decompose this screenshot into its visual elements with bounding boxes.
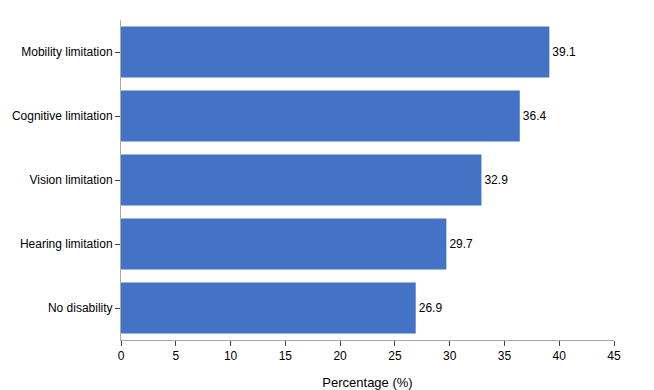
svg-text:0: 0 — [118, 349, 125, 363]
svg-text:Mobility limitation: Mobility limitation — [21, 45, 112, 59]
svg-text:15: 15 — [279, 349, 293, 363]
svg-text:40: 40 — [553, 349, 567, 363]
svg-text:Percentage (%): Percentage (%) — [322, 375, 412, 390]
svg-text:Cognitive limitation: Cognitive limitation — [12, 109, 113, 123]
svg-text:Hearing limitation: Hearing limitation — [20, 237, 113, 251]
svg-text:32.9: 32.9 — [484, 173, 508, 187]
svg-text:45: 45 — [607, 349, 621, 363]
svg-text:30: 30 — [443, 349, 457, 363]
svg-text:29.7: 29.7 — [449, 237, 473, 251]
svg-text:35: 35 — [498, 349, 512, 363]
svg-text:10: 10 — [224, 349, 238, 363]
svg-text:26.9: 26.9 — [419, 301, 443, 315]
svg-text:36.4: 36.4 — [523, 109, 547, 123]
svg-text:No disability: No disability — [48, 301, 113, 315]
svg-text:Vision limitation: Vision limitation — [29, 173, 112, 187]
svg-text:39.1: 39.1 — [552, 45, 576, 59]
svg-text:20: 20 — [333, 349, 347, 363]
svg-text:25: 25 — [388, 349, 402, 363]
svg-text:5: 5 — [172, 349, 179, 363]
